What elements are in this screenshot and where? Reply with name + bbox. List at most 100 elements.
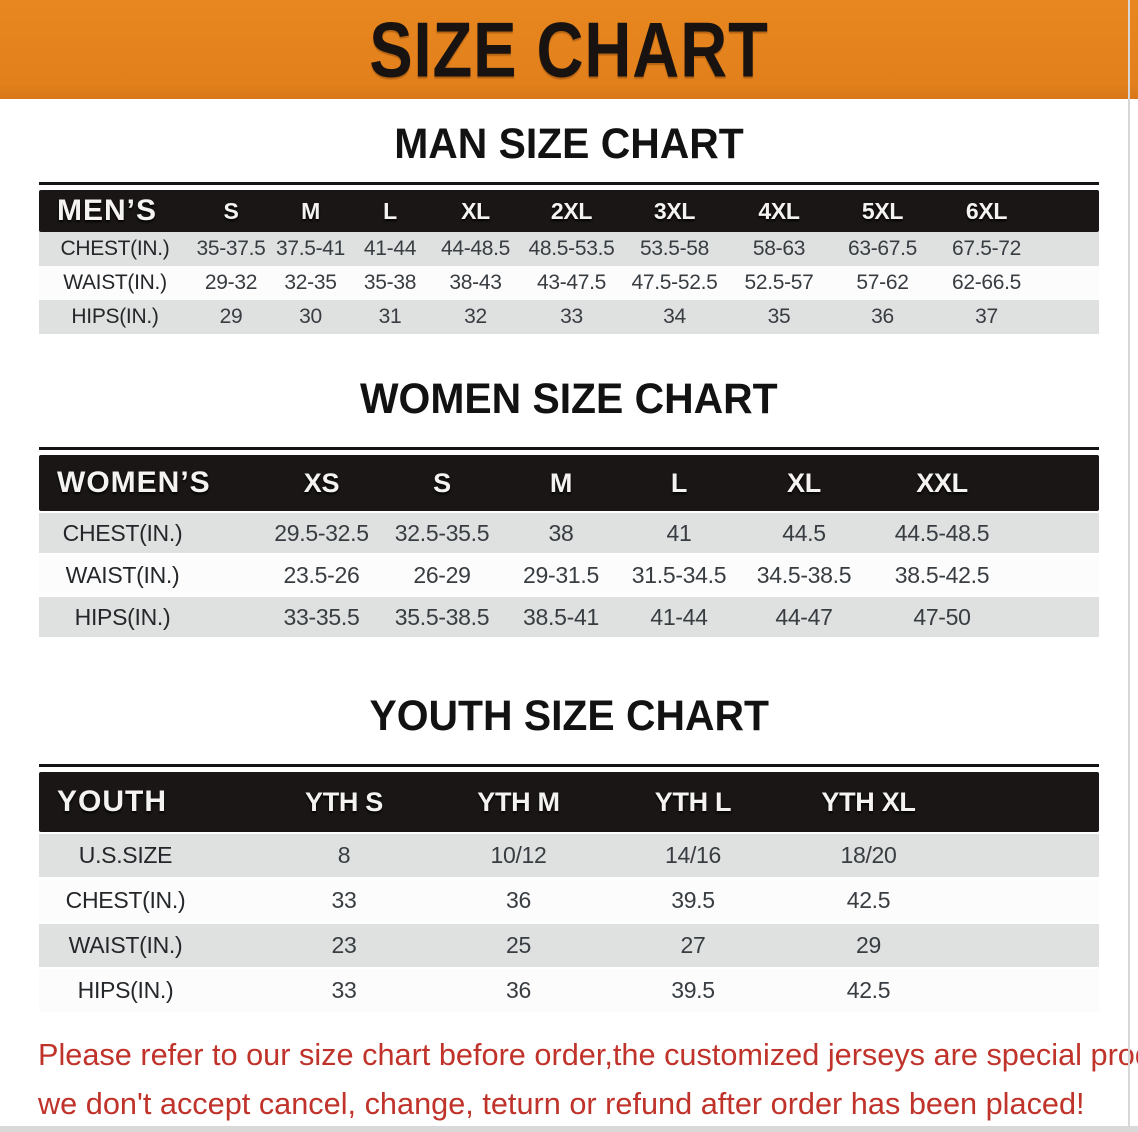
youth-row-label: U.S.SIZE <box>78 842 173 868</box>
women-table-row: HIPS(IN.) 33-35.5 35.5-38.5 38.5-41 41-44 44-… <box>39 597 1099 637</box>
banner: SIZE CHART <box>0 0 1138 99</box>
men-cell-value: 48.5-53.5 <box>528 237 615 260</box>
men-cell-value: 38-43 <box>449 271 502 294</box>
women-cell-value: 41-44 <box>650 603 708 630</box>
youth-cell-value: 36 <box>506 977 531 1003</box>
men-cell-value: 33 <box>560 305 583 328</box>
disclaimer-line-2: we don't accept cancel, change, teturn o… <box>38 1086 1085 1121</box>
men-cell-value: 58-63 <box>752 237 806 260</box>
youth-cell-value: 23 <box>331 932 357 958</box>
men-table-row: WAIST(IN.) 29-32 32-35 35-38 38-43 43-47.5 47.… <box>39 266 1099 300</box>
youth-table-row: CHEST(IN.) 33 36 39.5 42.5 <box>39 879 1099 922</box>
men-cell-value: 52.5-57 <box>744 271 814 294</box>
men-size-column-header: 5XL <box>861 197 904 224</box>
women-cell-value: 29-31.5 <box>523 561 599 588</box>
men-cell-value: 35-38 <box>363 271 417 294</box>
women-cell-value: 34.5-38.5 <box>756 561 852 588</box>
youth-size-column-header: YTH L <box>654 786 732 817</box>
men-cell-value: 34 <box>663 305 686 328</box>
disclaimer-text: Please refer to our size chart before or… <box>38 1030 1138 1128</box>
youth-cell-value: 36 <box>506 887 531 913</box>
men-cell-value: 53.5-58 <box>639 237 710 260</box>
image-right-edge <box>1128 0 1130 1132</box>
youth-cell-value: 39.5 <box>671 887 715 913</box>
men-size-column-header: S <box>223 197 239 224</box>
women-cell-value: 44.5 <box>782 519 826 546</box>
women-size-column-header: L <box>670 467 688 498</box>
women-row-label: CHEST(IN.) <box>62 519 183 546</box>
women-size-table: WOMEN’S XS S M L XL XXL CHEST(IN.) 29.5-32.5 32.5… <box>39 447 1099 637</box>
youth-cell-value: 27 <box>680 932 706 958</box>
men-table-row: CHEST(IN.) 35-37.5 37.5-41 41-44 44-48.5 48.5… <box>39 232 1099 266</box>
men-cell-value: 37 <box>975 305 998 328</box>
women-cell-value: 47-50 <box>913 603 971 630</box>
men-cell-value: 29 <box>219 305 243 328</box>
youth-header-label: YOUTH <box>57 785 167 818</box>
women-cell-value: 23.5-26 <box>283 561 360 588</box>
women-cell-value: 44-47 <box>775 603 833 630</box>
women-cell-value: 44.5-48.5 <box>894 519 990 546</box>
men-header-label: MEN’S <box>57 194 158 227</box>
men-row-label: HIPS(IN.) <box>71 305 159 328</box>
women-cell-value: 41 <box>666 519 692 546</box>
women-row-label: HIPS(IN.) <box>74 603 171 630</box>
youth-size-column-header: YTH S <box>304 786 383 817</box>
women-header-label: WOMEN’S <box>57 466 211 499</box>
women-size-column-header: XS <box>303 467 340 498</box>
youth-row-label: CHEST(IN.) <box>65 887 186 913</box>
youth-section-heading-text: YOUTH SIZE CHART <box>369 692 769 740</box>
men-size-table: MEN’S S M L XL 2XL 3XL 4XL 5XL 6XL CHEST(IN.) 35-37… <box>39 182 1099 334</box>
women-cell-value: 38.5-42.5 <box>894 561 990 588</box>
women-row-label: WAIST(IN.) <box>65 561 180 588</box>
women-cell-value: 38.5-41 <box>523 603 599 630</box>
men-cell-value: 63-67.5 <box>847 237 918 260</box>
women-section-heading-text: WOMEN SIZE CHART <box>360 375 778 423</box>
men-size-column-header: 2XL <box>550 197 593 224</box>
image-bottom-edge <box>0 1126 1138 1132</box>
youth-cell-value: 39.5 <box>671 977 715 1003</box>
men-cell-value: 35-37.5 <box>196 237 266 260</box>
men-cell-value: 31 <box>378 305 402 328</box>
men-cell-value: 37.5-41 <box>275 237 346 260</box>
women-cell-value: 29.5-32.5 <box>274 519 369 546</box>
men-section-heading-text: MAN SIZE CHART <box>394 120 744 168</box>
youth-size-column-header: YTH XL <box>821 786 916 817</box>
men-cell-value: 41-44 <box>363 237 417 260</box>
youth-table-row: U.S.SIZE 8 10/12 14/16 18/20 <box>39 834 1099 877</box>
women-cell-value: 31.5-34.5 <box>631 561 727 588</box>
men-size-column-header: 3XL <box>653 197 696 224</box>
men-cell-value: 43-47.5 <box>536 271 607 294</box>
men-cell-value: 32 <box>464 305 487 328</box>
youth-table-row: HIPS(IN.) 33 36 39.5 42.5 <box>39 969 1099 1012</box>
youth-cell-value: 25 <box>506 932 531 958</box>
youth-table-row: WAIST(IN.) 23 25 27 29 <box>39 924 1099 967</box>
women-cell-value: 35.5-38.5 <box>394 603 490 630</box>
women-table-header-row: WOMEN’S XS S M L XL XXL <box>39 455 1099 511</box>
women-size-column-header: XXL <box>916 467 968 498</box>
banner-title: SIZE CHART <box>369 5 769 93</box>
men-cell-value: 30 <box>299 305 322 328</box>
women-size-column-header: XL <box>787 467 821 498</box>
youth-cell-value: 10/12 <box>490 842 547 868</box>
men-size-column-header: XL <box>461 197 490 224</box>
women-cell-value: 32.5-35.5 <box>394 519 490 546</box>
men-cell-value: 62-66.5 <box>951 271 1022 294</box>
men-cell-value: 67.5-72 <box>951 237 1022 260</box>
youth-cell-value: 42.5 <box>846 887 891 913</box>
men-table-row: HIPS(IN.) 29 30 31 32 33 34 35 36 37 <box>39 300 1099 334</box>
men-row-label: CHEST(IN.) <box>60 237 170 260</box>
men-size-column-header: 6XL <box>965 197 1008 224</box>
youth-table-header-row: YOUTH YTH S YTH M YTH L YTH XL <box>39 772 1099 832</box>
youth-cell-value: 14/16 <box>664 842 722 868</box>
youth-cell-value: 29 <box>856 932 881 958</box>
women-section-heading: WOMEN SIZE CHART <box>0 378 1138 421</box>
men-cell-value: 47.5-52.5 <box>631 271 718 294</box>
men-cell-value: 29-32 <box>204 271 258 294</box>
men-cell-value: 57-62 <box>856 271 909 294</box>
youth-cell-value: 33 <box>331 887 357 913</box>
men-row-label: WAIST(IN.) <box>63 271 167 294</box>
women-size-column-header: M <box>549 467 573 498</box>
women-cell-value: 38 <box>548 519 574 546</box>
women-table-row: WAIST(IN.) 23.5-26 26-29 29-31.5 31.5-34.5 34… <box>39 555 1099 595</box>
